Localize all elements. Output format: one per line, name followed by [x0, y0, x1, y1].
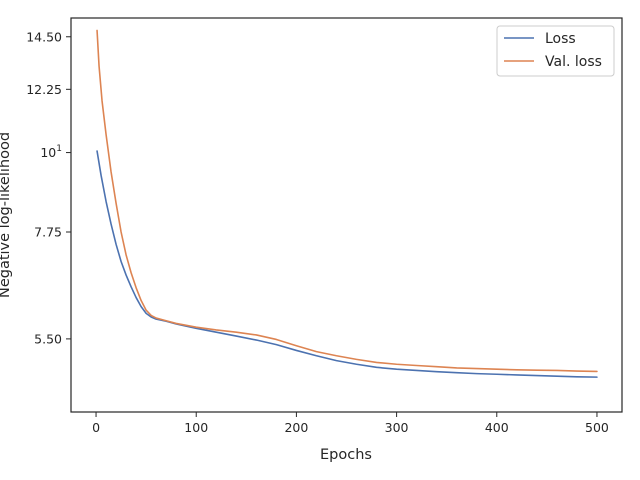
x-axis: 0 100 200 300 400 500 [92, 412, 609, 435]
x-tick-label: 0 [92, 420, 100, 435]
x-tick-label: 200 [284, 420, 308, 435]
legend: Loss Val. loss [496, 25, 615, 77]
x-axis-label: Epochs [320, 447, 372, 463]
y-tick-label: 5.50 [34, 331, 62, 346]
x-tick-label: 100 [184, 420, 208, 435]
x-tick-label: 300 [385, 420, 409, 435]
y-axis: 5.50 7.75 101 12.25 14.50 [26, 29, 71, 346]
y-tick-label: 12.25 [26, 82, 62, 97]
legend-label-loss: Loss [545, 31, 576, 47]
y-tick-label: 7.75 [34, 225, 62, 240]
plot-frame [70, 17, 623, 413]
legend-label-val-loss: Val. loss [545, 54, 602, 70]
series-line-loss [96, 150, 598, 378]
x-tick-label: 500 [585, 420, 609, 435]
y-axis-label: Negative log-likelihood [0, 132, 13, 298]
series-line-val-loss [96, 29, 598, 373]
x-tick-label: 400 [485, 420, 509, 435]
y-tick-label: 101 [40, 144, 62, 160]
y-tick-label: 14.50 [26, 29, 62, 44]
series-layer [96, 29, 598, 378]
